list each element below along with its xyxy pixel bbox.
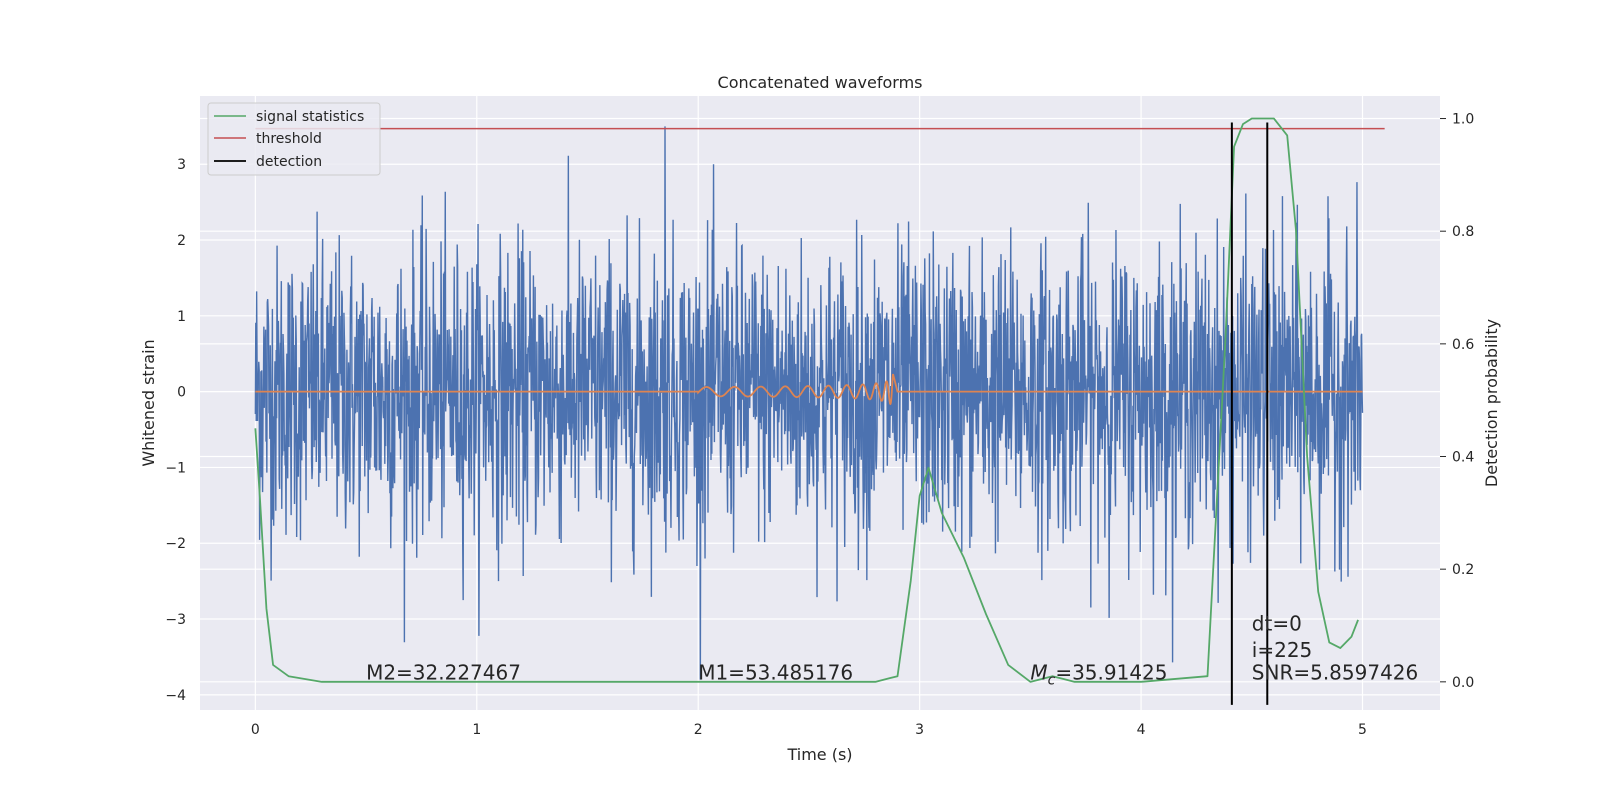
y-right-tick-label: 0.0 [1452, 675, 1474, 691]
strain-line [254, 126, 1364, 680]
x-tick-label: 4 [1137, 722, 1146, 738]
y-tick-label: 2 [177, 233, 186, 249]
y-axis-label: Whitened strain [139, 339, 158, 466]
y-right-tick-label: 0.8 [1452, 224, 1474, 240]
legend: signal statistics threshold detection [207, 102, 381, 176]
x-tick-label: 0 [251, 722, 260, 738]
annotation-text: i=225 [1252, 638, 1313, 662]
x-axis-label: Time (s) [786, 745, 852, 764]
y-axis-label-right: Detection probability [1482, 319, 1501, 487]
signal-statistics-line [254, 117, 1359, 683]
annotation-value: =35.91425 [1055, 661, 1167, 685]
y-tick-label: −2 [165, 536, 186, 552]
y-tick-label: −4 [165, 688, 186, 704]
plot-lines [254, 117, 1385, 705]
annotation-text: SNR=5.8597426 [1252, 661, 1418, 685]
x-tick-label: 3 [915, 722, 924, 738]
y-right-tick-label: 0.4 [1452, 450, 1474, 466]
y-tick-label: 3 [177, 157, 186, 173]
annotations: M2=32.227467 M1=53.485176 Mc=35.91425 SNR=5… [366, 611, 1418, 688]
x-tick-label: 5 [1358, 722, 1367, 738]
ticks: 0 1 2 3 4 5 −4 −3 −2 −1 0 1 2 3 0.0 0.2 0.4 0.6 0.8 1.0 [165, 112, 1474, 738]
x-tick-label: 1 [472, 722, 481, 738]
y-tick-label: 1 [177, 309, 186, 325]
legend-label-signal-statistics: signal statistics [256, 109, 364, 125]
annotation-text: M1=53.485176 [698, 661, 853, 685]
legend-label-detection: detection [256, 154, 322, 170]
annotation-math-symbol: M [1030, 661, 1047, 685]
chart-title: Concatenated waveforms [718, 73, 923, 92]
y-right-tick-label: 0.2 [1452, 562, 1474, 578]
y-right-tick-label: 0.6 [1452, 337, 1474, 353]
legend-label-threshold: threshold [256, 131, 322, 147]
annotation-text: M2=32.227467 [366, 661, 521, 685]
y-tick-label: −3 [165, 612, 186, 628]
legend-box [207, 102, 381, 176]
y-right-tick-label: 1.0 [1452, 112, 1474, 128]
y-tick-label: −1 [165, 460, 186, 476]
annotation-math-subscript: c [1048, 673, 1056, 689]
y-tick-label: 0 [177, 385, 186, 401]
template-line [255, 373, 1363, 406]
annotation-text: Mc=35.91425 [1030, 661, 1167, 689]
annotation-text: dt=0 [1252, 611, 1302, 635]
x-tick-label: 2 [694, 722, 703, 738]
